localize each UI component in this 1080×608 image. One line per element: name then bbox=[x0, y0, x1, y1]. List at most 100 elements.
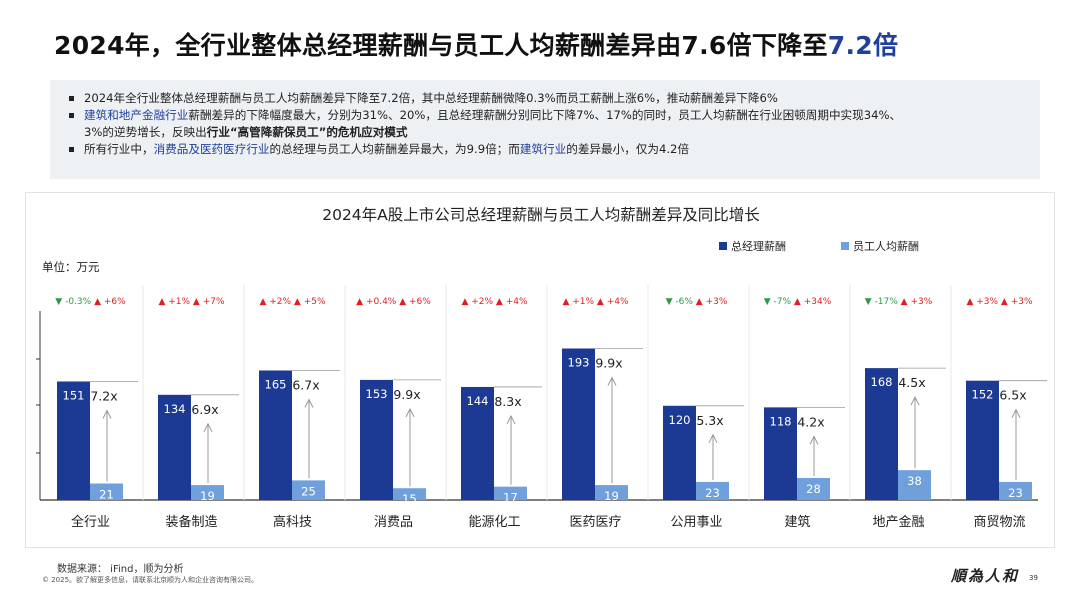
summary-bullet-3: 所有行业中，消费品及医药医疗行业的总经理与员工人均薪酬差异最大，为9.9倍；而建… bbox=[64, 141, 1026, 158]
page-title: 2024年，全行业整体总经理薪酬与员工人均薪酬差异由7.6倍下降至7.2倍 bbox=[54, 31, 899, 60]
growth-value: +3% bbox=[973, 297, 998, 307]
growth-value: -0.3% bbox=[62, 297, 91, 307]
bar-gm bbox=[259, 370, 292, 500]
data-label-employee: 19 bbox=[604, 489, 619, 503]
copyright: © 2025。欲了解更多信息，请联系北京顺为人和企业咨询有限公司。 bbox=[42, 576, 259, 584]
ratio-arrow-head bbox=[708, 433, 718, 444]
chart-container: 2024年A股上市公司总经理薪酬与员工人均薪酬差异及同比增长 单位：万元 总经理… bbox=[25, 192, 1055, 548]
bar-employee bbox=[999, 481, 1032, 500]
ratio-arrow-head bbox=[203, 422, 213, 433]
ratio-arrow-head bbox=[304, 398, 314, 408]
x-tick-label: 装备制造 bbox=[165, 514, 217, 530]
data-label-employee: 17 bbox=[503, 491, 518, 505]
up-triangle-icon: ▲ bbox=[966, 297, 973, 307]
ratio-label: 6.9x bbox=[191, 402, 218, 417]
growth-label: ▲ +2% ▲ +5% bbox=[259, 297, 326, 307]
up-triangle-icon: ▲ bbox=[898, 297, 908, 307]
x-tick-label: 消费品 bbox=[374, 515, 413, 530]
bar-employee bbox=[90, 483, 123, 500]
up-triangle-icon: ▲ bbox=[291, 297, 301, 307]
x-tick-label: 能源化工 bbox=[468, 515, 520, 530]
legend: 总经理薪酬 员工人均薪酬 bbox=[719, 239, 919, 253]
growth-value: +6% bbox=[406, 297, 431, 307]
data-label-employee: 25 bbox=[301, 484, 316, 498]
legend-swatch-employee bbox=[841, 242, 849, 250]
data-label-employee: 21 bbox=[99, 488, 114, 502]
ratio-label: 9.9x bbox=[393, 387, 420, 402]
data-label-gm: 151 bbox=[63, 388, 85, 402]
growth-label: ▼ -0.3% ▲ +6% bbox=[55, 297, 126, 307]
growth-label: ▲ +1% ▲ +4% bbox=[562, 297, 629, 307]
company-logo: 順為人和 bbox=[951, 567, 1020, 585]
bar-gm bbox=[966, 380, 999, 500]
data-label-employee: 23 bbox=[705, 486, 720, 500]
data-label-gm: 144 bbox=[467, 394, 489, 408]
data-label-employee: 23 bbox=[1008, 486, 1023, 500]
up-triangle-icon: ▲ bbox=[693, 297, 703, 307]
bar-employee bbox=[393, 488, 426, 500]
data-label-employee: 19 bbox=[200, 489, 215, 503]
ratio-label: 8.3x bbox=[494, 394, 521, 409]
bar-gm bbox=[764, 407, 797, 500]
ratio-label: 9.9x bbox=[595, 355, 622, 370]
up-triangle-icon: ▲ bbox=[594, 297, 604, 307]
bar-employee bbox=[797, 478, 830, 500]
data-source: 数据来源： iFind，顺为分析 bbox=[57, 564, 184, 575]
ratio-arrow-head bbox=[809, 435, 819, 445]
ratio-arrow-head bbox=[506, 414, 516, 425]
growth-value: +1% bbox=[165, 297, 190, 307]
growth-value: +0.4% bbox=[363, 297, 397, 307]
growth-label: ▲ +1% ▲ +7% bbox=[158, 297, 225, 307]
growth-value: +4% bbox=[604, 297, 629, 307]
growth-label: ▲ +3% ▲ +3% bbox=[966, 297, 1033, 307]
bar-employee bbox=[292, 480, 325, 500]
up-triangle-icon: ▲ bbox=[562, 297, 569, 307]
x-tick-label: 建筑 bbox=[784, 514, 810, 530]
data-label-gm: 193 bbox=[568, 355, 590, 369]
x-tick-label: 全行业 bbox=[71, 514, 110, 530]
growth-value: +1% bbox=[569, 297, 594, 307]
growth-value: -6% bbox=[673, 297, 694, 307]
x-tick-label: 地产金融 bbox=[872, 514, 924, 530]
ratio-label: 4.5x bbox=[898, 375, 925, 390]
up-triangle-icon: ▲ bbox=[356, 297, 363, 307]
growth-value: -17% bbox=[872, 297, 899, 307]
growth-value: +5% bbox=[301, 297, 326, 307]
data-label-gm: 153 bbox=[366, 387, 388, 401]
down-triangle-icon: ▼ bbox=[55, 297, 62, 307]
growth-value: +2% bbox=[266, 297, 291, 307]
growth-value: +3% bbox=[1008, 297, 1033, 307]
bar-gm bbox=[562, 348, 595, 500]
up-triangle-icon: ▲ bbox=[396, 297, 406, 307]
up-triangle-icon: ▲ bbox=[791, 297, 801, 307]
data-label-employee: 28 bbox=[806, 482, 821, 496]
bar-gm bbox=[461, 386, 494, 500]
unit-label: 单位：万元 bbox=[42, 260, 100, 274]
growth-value: +4% bbox=[503, 297, 528, 307]
data-label-employee: 38 bbox=[907, 474, 922, 488]
growth-label: ▼ -17% ▲ +3% bbox=[865, 297, 933, 307]
ratio-label: 5.3x bbox=[696, 413, 723, 428]
ratio-arrow-head bbox=[607, 376, 617, 386]
growth-value: +34% bbox=[801, 297, 832, 307]
x-tick-label: 高科技 bbox=[273, 514, 312, 530]
ratio-label: 6.7x bbox=[292, 377, 319, 392]
legend-label-employee: 员工人均薪酬 bbox=[853, 240, 919, 253]
bar-employee bbox=[898, 470, 931, 500]
growth-value: +7% bbox=[200, 297, 225, 307]
summary-bullet-2: 建筑和地产金融行业薪酬差异的下降幅度最大，分别为31%、20%，且总经理薪酬分别… bbox=[64, 107, 1026, 141]
ratio-arrow-head bbox=[910, 396, 920, 406]
page-number: 39 bbox=[1029, 574, 1038, 582]
bar-gm bbox=[865, 368, 898, 500]
ratio-arrow-head bbox=[102, 409, 112, 419]
legend-swatch-gm bbox=[719, 242, 727, 250]
bar-gm bbox=[663, 405, 696, 500]
summary-box: 2024年全行业整体总经理薪酬与员工人均薪酬差异下降至7.2倍，其中总经理薪酬微… bbox=[50, 80, 1040, 179]
growth-value: +6% bbox=[101, 297, 126, 307]
ratio-label: 4.2x bbox=[797, 414, 824, 429]
legend-label-gm: 总经理薪酬 bbox=[731, 239, 786, 253]
data-label-gm: 134 bbox=[164, 402, 186, 416]
up-triangle-icon: ▲ bbox=[493, 297, 503, 307]
up-triangle-icon: ▲ bbox=[91, 297, 101, 307]
growth-value: +3% bbox=[703, 297, 728, 307]
